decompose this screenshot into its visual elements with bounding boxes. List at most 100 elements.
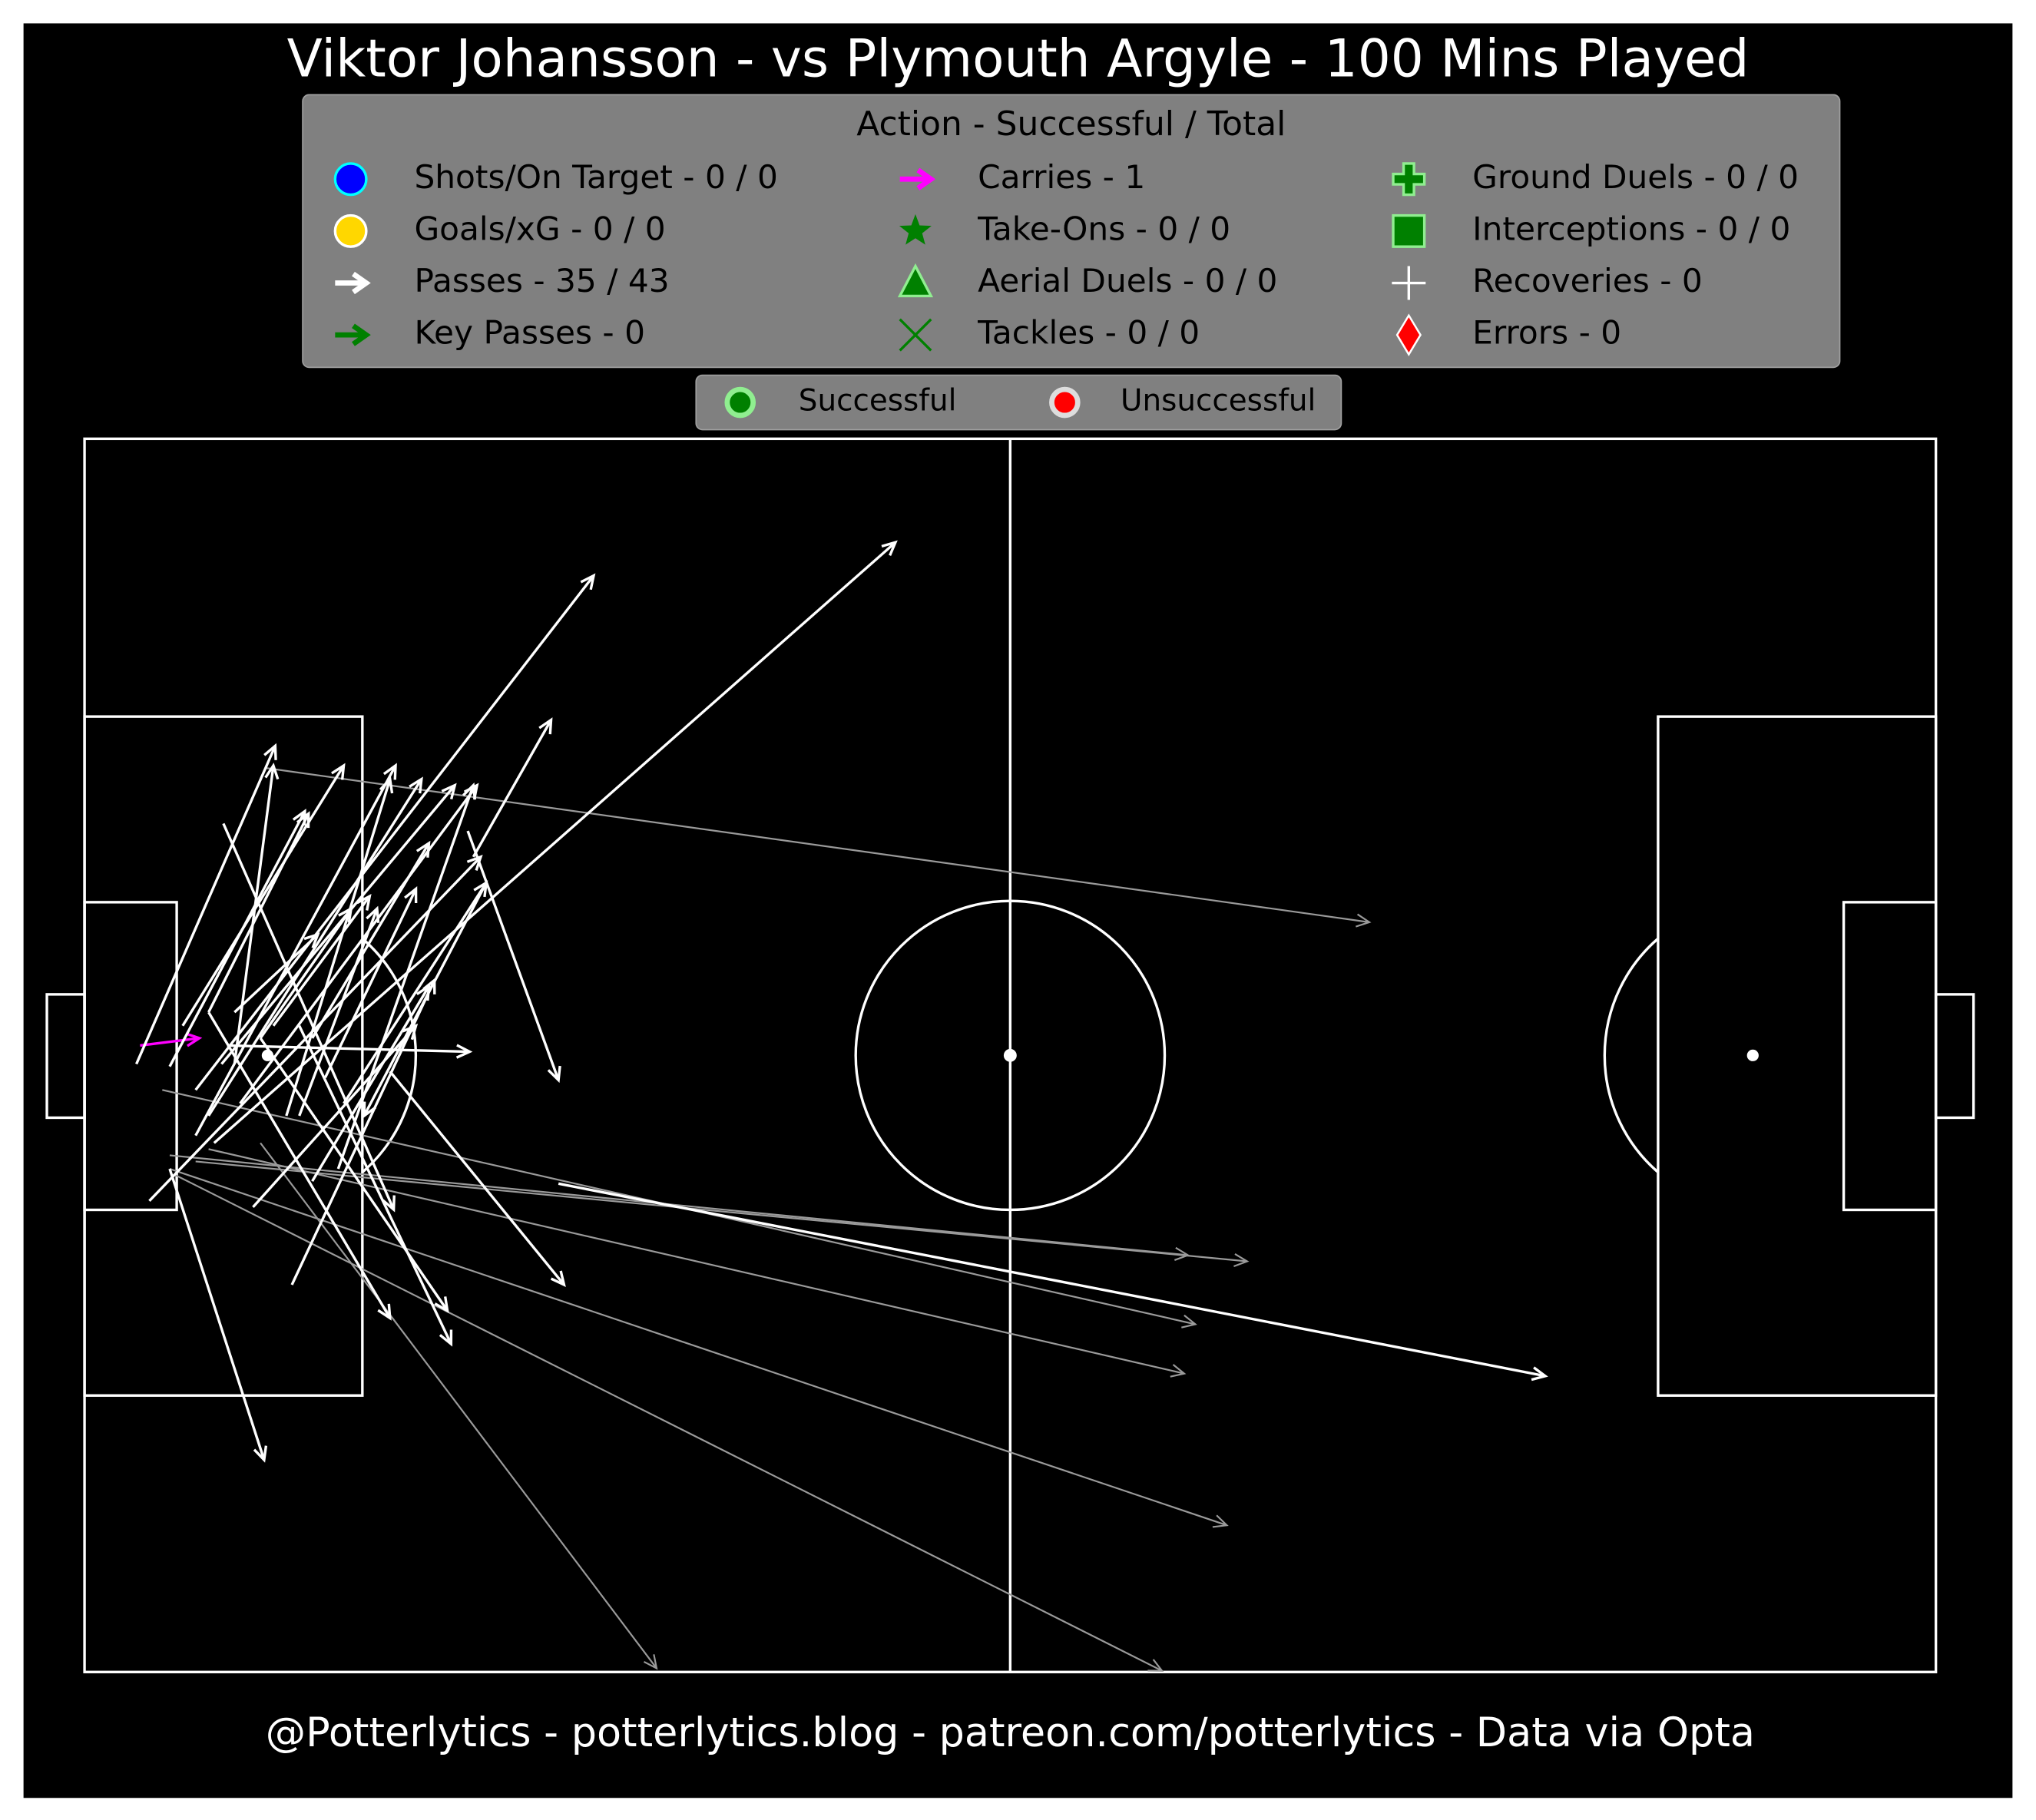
legend-label: Aerial Duels - 0 / 0 xyxy=(978,262,1277,299)
arrow-head xyxy=(550,1270,566,1288)
arrow-head xyxy=(538,717,553,735)
chart-title: Viktor Johansson - vs Plymouth Argyle - … xyxy=(287,28,1750,89)
centre-spot xyxy=(1003,1048,1017,1062)
legend-label: Key Passes - 0 xyxy=(414,314,645,352)
legend-icon xyxy=(897,263,934,298)
icon xyxy=(1392,162,1426,197)
pass-arrow xyxy=(207,812,310,1013)
footer: @Potterlytics - potterlytics.blog - patr… xyxy=(266,1709,1755,1756)
pass-arrow xyxy=(472,719,553,858)
unsuccessful-icon xyxy=(1049,386,1081,419)
icon xyxy=(1392,213,1426,248)
legend-title: Action - Successful / Total xyxy=(856,104,1286,144)
legend-icon xyxy=(899,318,932,352)
arrow-head xyxy=(466,854,483,871)
pass-arrow xyxy=(169,1168,1227,1527)
arrow-head xyxy=(462,782,477,800)
arrow-head xyxy=(1233,1253,1250,1268)
legend-label: Carries - 1 xyxy=(978,158,1145,196)
pass-arrow xyxy=(194,574,595,1091)
legend-icon xyxy=(335,323,371,346)
icon xyxy=(899,213,932,245)
arrow-head xyxy=(1170,1364,1187,1378)
legend-icon xyxy=(899,213,932,245)
arrow-head xyxy=(881,540,898,557)
pass-arrow xyxy=(343,882,488,1104)
pass-arrow xyxy=(220,784,456,1065)
outcome-legend-label: Successful xyxy=(799,384,957,419)
pass-arrow xyxy=(272,895,371,1027)
arrow-head xyxy=(296,811,310,829)
arrow-head xyxy=(441,783,457,800)
legend-label: Passes - 35 / 43 xyxy=(414,262,669,299)
pass-arrow xyxy=(239,784,478,1104)
pass-arrow xyxy=(558,1182,1546,1378)
legend-icon xyxy=(335,271,371,295)
legend-label: Recoveries - 0 xyxy=(1472,262,1703,299)
arrow-head xyxy=(356,894,372,911)
pass-arrow xyxy=(260,1142,657,1669)
arrow-head xyxy=(1531,1366,1548,1382)
arrow-head xyxy=(1212,1514,1229,1528)
pass-arrow xyxy=(389,1070,565,1286)
legend-label: Interceptions - 0 / 0 xyxy=(1472,210,1790,247)
pass-arrow xyxy=(174,1174,1163,1672)
legend-icon xyxy=(1392,162,1426,197)
pass-arrow xyxy=(252,1024,417,1208)
pass-arrow xyxy=(194,765,397,1137)
pass-arrow xyxy=(298,908,379,1117)
arrow-head xyxy=(363,1101,377,1119)
arrow-head xyxy=(580,573,596,591)
arrow-head xyxy=(473,880,488,898)
arrow-head xyxy=(264,763,280,780)
pass-arrow xyxy=(311,842,430,1039)
arrow-head xyxy=(643,1654,658,1670)
pitch xyxy=(45,437,1975,1673)
centre-circle xyxy=(854,899,1167,1212)
pass-arrow xyxy=(285,779,392,1117)
pass-arrow xyxy=(336,785,475,1170)
arrow-head xyxy=(434,1296,449,1313)
pass-arrow xyxy=(208,1148,1185,1375)
arrow-head xyxy=(455,1044,473,1059)
arrow-head xyxy=(547,1065,561,1084)
pass-arrow xyxy=(466,830,560,1081)
legend-icon xyxy=(333,213,368,248)
pass-arrow xyxy=(168,1168,266,1461)
arrow-head xyxy=(377,1303,392,1321)
legend-icon xyxy=(1395,313,1422,356)
legend-label: Tackles - 0 / 0 xyxy=(977,314,1200,352)
penalty-spot xyxy=(1746,1049,1759,1061)
legend-icon xyxy=(333,162,368,197)
icon xyxy=(899,318,932,352)
pass-arrow xyxy=(311,985,430,1183)
arrow-head xyxy=(379,776,394,794)
pass-arrow xyxy=(169,1154,1188,1256)
goal xyxy=(1934,993,1975,1120)
outcome-legend-label: Unsuccessful xyxy=(1121,384,1316,419)
legend-label: Errors - 0 xyxy=(1472,314,1621,352)
pass-arrow xyxy=(207,1011,392,1319)
successful-icon xyxy=(724,386,756,419)
arrow-head xyxy=(1356,913,1372,928)
arrow-head xyxy=(382,1195,396,1213)
pass-arrow xyxy=(135,745,276,1065)
arrow-head xyxy=(409,776,423,794)
pass-arrow xyxy=(259,1037,449,1312)
pass-arrow xyxy=(259,908,353,1039)
pass-arrow xyxy=(323,888,418,1078)
icon xyxy=(333,213,368,248)
arrow-head xyxy=(185,1032,203,1047)
legend-label: Ground Duels - 0 / 0 xyxy=(1472,158,1799,196)
arrow-head xyxy=(382,763,397,780)
legend-icon xyxy=(899,167,936,190)
pass-arrow xyxy=(298,1025,452,1345)
pass-arrow xyxy=(207,778,423,1117)
legend-label: Take-Ons - 0 / 0 xyxy=(977,210,1230,247)
icon xyxy=(333,162,368,197)
penalty-arc xyxy=(1603,937,1659,1173)
arrow-head xyxy=(366,905,380,923)
pass-arrow xyxy=(233,765,275,1064)
